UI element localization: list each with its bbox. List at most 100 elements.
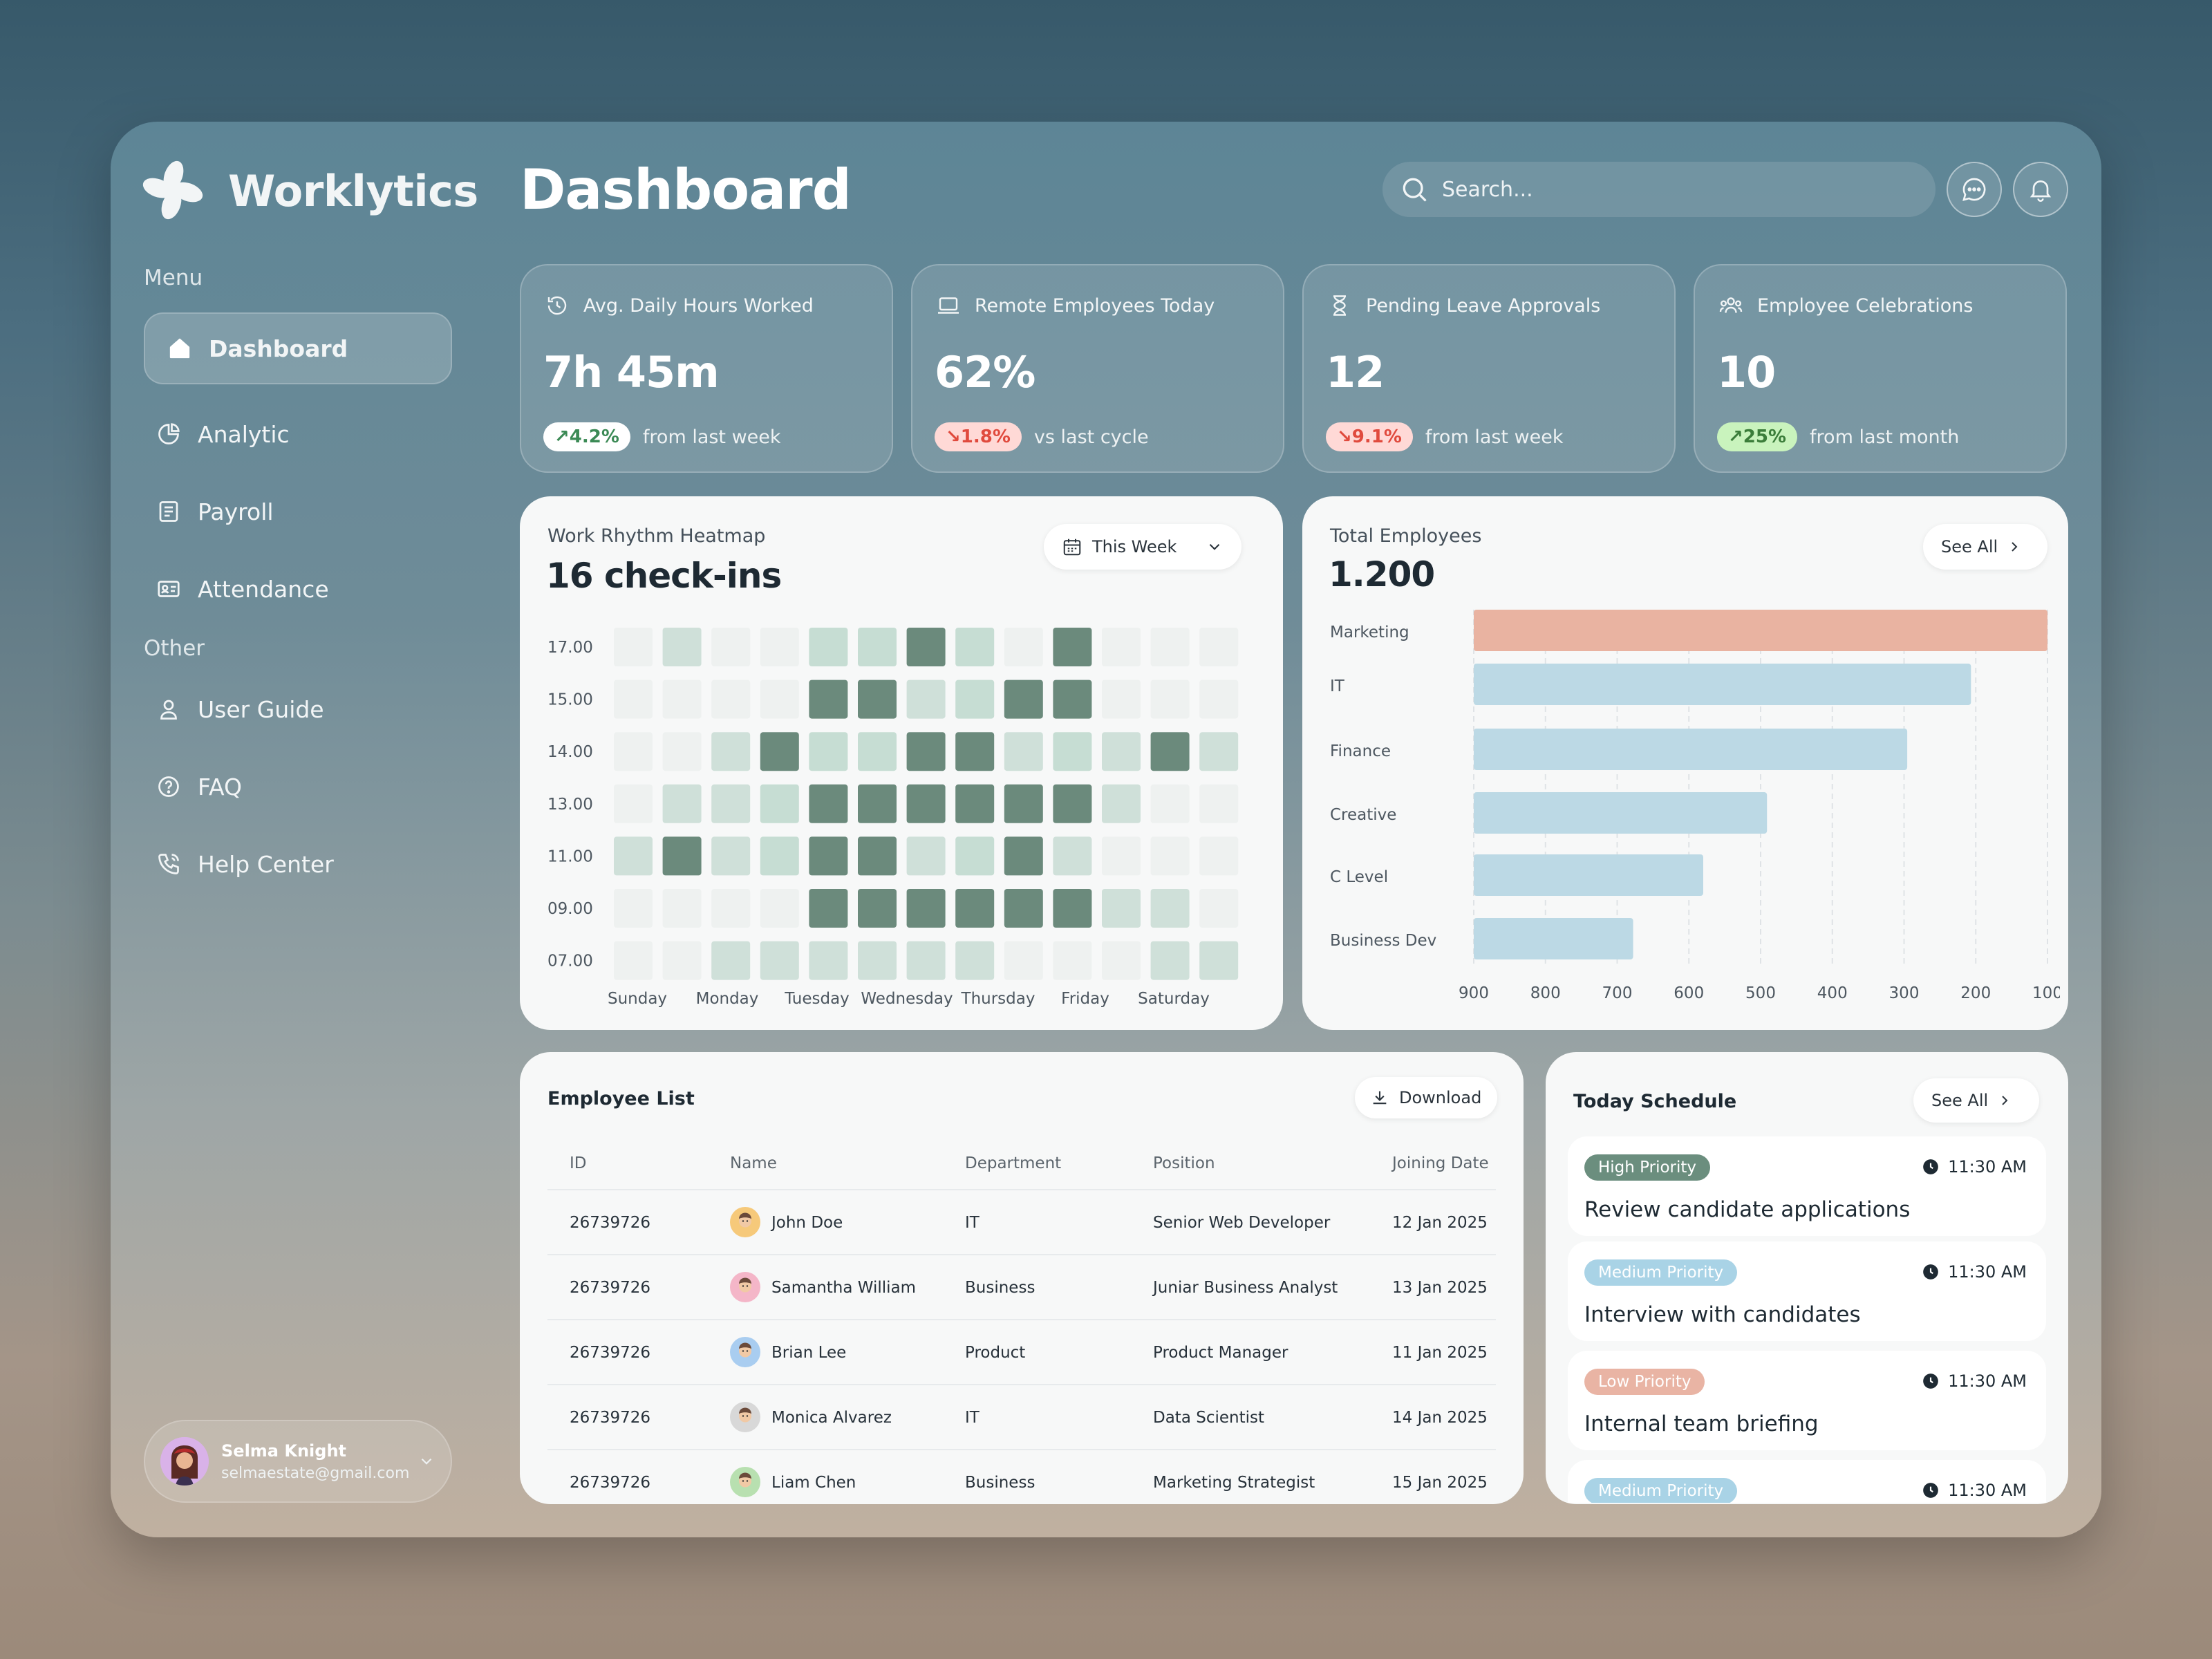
receipt-icon <box>155 498 182 525</box>
heatmap-cell <box>906 628 946 666</box>
trend-down-icon: ↘ <box>1337 427 1352 447</box>
employee-list-title: Employee List <box>547 1088 695 1109</box>
sidebar-item-help-center[interactable]: Help Center <box>144 828 452 900</box>
heatmap-cell <box>1004 941 1043 980</box>
sidebar-item-analytic[interactable]: Analytic <box>144 398 452 470</box>
avatar <box>730 1402 760 1432</box>
heatmap-cell <box>614 836 653 876</box>
schedule-time: 11:30 AM <box>1922 1481 2027 1500</box>
heatmap-cell <box>760 784 799 823</box>
employees-chart-title: Total Employees <box>1330 525 1482 547</box>
heatmap-cell <box>858 628 897 666</box>
table-row[interactable]: 26739726 Brian Lee Product Product Manager 1… <box>547 1320 1496 1385</box>
app-name: Worklytics <box>228 166 478 216</box>
question-icon <box>155 773 182 800</box>
messages-button[interactable] <box>1947 162 2002 217</box>
cell-name: Brian Lee <box>771 1344 847 1362</box>
heatmap-cell <box>809 732 848 771</box>
heatmap-cell <box>858 889 897 928</box>
heatmap-cell <box>955 628 995 666</box>
cell-position: Data Scientist <box>1153 1409 1264 1427</box>
x-tick-label: 600 <box>1674 984 1704 1002</box>
heatmap-cell <box>614 889 653 928</box>
avatar <box>730 1467 760 1497</box>
schedule-item[interactable]: Medium Priority 11:30 AM Interview with ca… <box>1568 1241 2046 1341</box>
heatmap-cell <box>662 784 702 823</box>
column-header-name: Name <box>730 1154 777 1172</box>
table-row[interactable]: 26739726 John Doe IT Senior Web Developer 12… <box>547 1190 1496 1255</box>
user-icon <box>155 695 182 723</box>
heatmap-cell <box>614 679 653 719</box>
heatmap-cell <box>1199 836 1239 876</box>
sidebar-item-user-guide[interactable]: User Guide <box>144 673 452 745</box>
stat-change: 4.2% <box>569 427 619 447</box>
schedule-item[interactable]: Medium Priority 11:30 AM <box>1568 1460 2046 1503</box>
stat-change-badge: ↗ 25% <box>1717 422 1798 451</box>
column-header-position: Position <box>1153 1154 1215 1172</box>
bar-finance[interactable] <box>1474 729 1908 770</box>
sidebar-item-label: User Guide <box>198 695 324 723</box>
heatmap-cell <box>1150 628 1190 666</box>
stat-note: from last month <box>1810 426 1960 448</box>
table-row[interactable]: 26739726 Monica Alvarez IT Data Scientist 14… <box>547 1385 1496 1450</box>
table-row[interactable]: 26739726 Liam Chen Business Marketing Strat… <box>547 1450 1496 1500</box>
bar-category-label: C Level <box>1330 868 1388 886</box>
stat-note: from last week <box>1425 426 1564 448</box>
table-row[interactable]: 26739726 Samantha William Business Juniar B… <box>547 1255 1496 1320</box>
sidebar-item-payroll[interactable]: Payroll <box>144 476 452 547</box>
heatmap-cell <box>955 836 995 876</box>
schedule-item[interactable]: High Priority 11:30 AM Review candidate ap… <box>1568 1136 2046 1236</box>
profile-name: Selma Knight <box>221 1441 346 1461</box>
bar-c-level[interactable] <box>1474 854 1703 896</box>
chevron-down-icon[interactable] <box>418 1452 435 1470</box>
notifications-button[interactable] <box>2013 162 2068 217</box>
cell-department: IT <box>965 1409 980 1427</box>
heatmap-x-label: Monday <box>696 990 759 1008</box>
employees-bar-chart: 900 800 700 600 500 400 300 200 100 Marketing IT Fi… <box>1330 610 2060 1002</box>
x-tick-label: 800 <box>1530 984 1561 1002</box>
heatmap-cell <box>662 732 702 771</box>
sidebar-item-faq[interactable]: FAQ <box>144 751 452 823</box>
user-profile-card[interactable]: Selma Knight selmaestate@gmail.com <box>144 1420 452 1503</box>
heatmap-cell <box>1102 836 1141 876</box>
heatmap-cell <box>1053 732 1092 771</box>
heatmap-cell <box>711 784 751 823</box>
see-all-label: See All <box>1941 537 1998 556</box>
download-button[interactable]: Download <box>1355 1077 1497 1118</box>
heatmap-cell <box>1199 941 1239 980</box>
column-header-joining-date: Joining Date <box>1392 1154 1489 1172</box>
schedule-see-all-button[interactable]: See All <box>1913 1078 2039 1123</box>
search-input[interactable]: Search... <box>1442 177 1533 202</box>
x-tick-label: 400 <box>1817 984 1848 1002</box>
week-filter-dropdown[interactable]: This Week <box>1044 524 1241 570</box>
id-card-icon <box>155 575 182 603</box>
trend-up-icon: ↗ <box>554 427 570 447</box>
heatmap-cell <box>906 679 946 719</box>
employees-see-all-button[interactable]: See All <box>1923 524 2047 570</box>
sidebar-item-label: Payroll <box>198 498 274 525</box>
bar-category-label: Finance <box>1330 742 1391 760</box>
avatar <box>730 1207 760 1237</box>
sidebar-item-dashboard[interactable]: Dashboard <box>144 312 452 384</box>
schedule-item[interactable]: Low Priority 11:30 AM Internal team briefi… <box>1568 1351 2046 1450</box>
bar-marketing[interactable] <box>1474 610 2047 651</box>
priority-badge: High Priority <box>1584 1154 1711 1181</box>
cell-joining-date: 14 Jan 2025 <box>1392 1409 1488 1427</box>
heatmap-cell <box>1102 784 1141 823</box>
search-bar[interactable]: Search... <box>1382 162 1936 217</box>
chevron-right-icon <box>1996 1092 2013 1109</box>
trend-down-icon: ↘ <box>946 427 961 447</box>
stat-label: Pending Leave Approvals <box>1366 294 1601 317</box>
stat-change: 9.1% <box>1351 427 1402 447</box>
schedule-title: Today Schedule <box>1573 1091 1737 1112</box>
heatmap-cell <box>614 628 653 666</box>
cell-name: Monica Alvarez <box>771 1409 892 1427</box>
heatmap-cell <box>614 941 653 980</box>
bar-it[interactable] <box>1474 664 1971 705</box>
heatmap-cell <box>955 732 995 771</box>
bar-business-dev[interactable] <box>1474 918 1633 959</box>
sidebar-item-attendance[interactable]: Attendance <box>144 553 452 625</box>
heatmap-y-label: 09.00 <box>547 900 593 918</box>
cell-joining-date: 12 Jan 2025 <box>1392 1214 1488 1232</box>
bar-creative[interactable] <box>1474 792 1768 834</box>
